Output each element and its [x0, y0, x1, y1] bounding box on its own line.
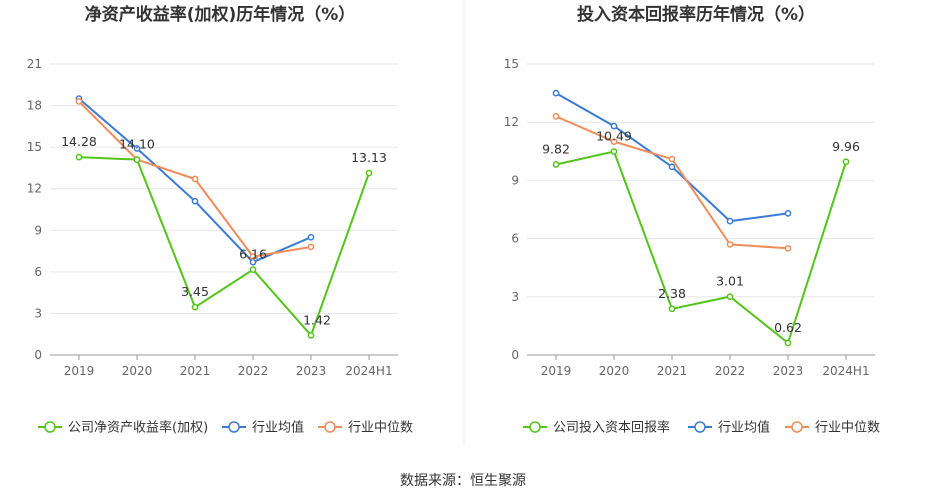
data-point	[307, 233, 315, 241]
data-label: 14.10	[119, 137, 155, 152]
x-tick-label: 2019	[64, 364, 95, 378]
data-point	[249, 253, 257, 260]
x-tick-label: 2019	[541, 364, 572, 378]
data-point	[191, 175, 199, 183]
data-point	[784, 210, 792, 217]
data-point	[610, 148, 618, 155]
series-line	[78, 156, 370, 338]
y-tick-label: 12	[504, 115, 519, 129]
x-tick-label: 2020	[122, 364, 153, 378]
y-tick-label: 9	[511, 173, 519, 187]
data-label: 9.96	[832, 139, 860, 154]
data-label: 0.62	[774, 320, 802, 335]
chart-title: 净资产收益率(加权)历年情况（%）	[85, 4, 356, 25]
y-tick-label: 9	[34, 223, 42, 237]
data-point	[552, 113, 560, 120]
y-tick-label: 0	[511, 348, 519, 362]
y-tick-label: 18	[27, 99, 42, 113]
x-tick-label: 2022	[238, 364, 269, 378]
data-point	[726, 217, 734, 225]
series-line	[555, 115, 789, 250]
x-tick-label: 2020	[599, 364, 630, 378]
y-tick-label: 15	[504, 57, 519, 71]
data-point	[307, 243, 315, 251]
legend-marker	[694, 421, 706, 433]
data-point	[610, 122, 618, 130]
legend-label: 行业中位数	[348, 421, 413, 436]
data-label: 10.49	[596, 128, 632, 143]
y-tick-label: 12	[27, 182, 42, 196]
data-label: 3.45	[181, 284, 209, 299]
data-point	[610, 138, 618, 145]
data-label: 2.38	[658, 286, 686, 301]
legend-label: 公司净资产收益率(加权)	[68, 420, 208, 436]
y-tick-label: 3	[511, 290, 519, 304]
data-label: 13.13	[351, 150, 387, 165]
data-point	[191, 303, 199, 311]
x-tick-label: 2022	[715, 364, 746, 378]
legend-marker	[324, 421, 336, 433]
y-tick-label: 0	[34, 348, 42, 362]
legend-label: 行业均值	[718, 420, 770, 436]
legend-marker	[228, 421, 240, 433]
legend-marker	[529, 421, 541, 433]
legend-marker	[44, 421, 56, 433]
data-point	[307, 331, 315, 339]
data-point	[552, 161, 560, 168]
x-tick-label: 2023	[773, 364, 804, 378]
data-point	[191, 197, 199, 205]
y-tick-label: 15	[27, 140, 42, 154]
series-line	[555, 150, 847, 345]
legend-label: 行业均值	[252, 420, 304, 436]
data-point	[75, 153, 83, 161]
x-tick-label: 2021	[657, 364, 688, 378]
x-tick-label: 2024H1	[345, 364, 392, 378]
data-point	[75, 98, 83, 105]
data-point	[784, 244, 792, 252]
y-tick-label: 6	[511, 232, 519, 246]
y-tick-label: 3	[34, 306, 42, 320]
data-label: 3.01	[716, 274, 744, 289]
data-point	[133, 156, 141, 163]
data-point	[668, 163, 676, 171]
data-point	[842, 158, 850, 166]
y-tick-label: 6	[34, 265, 42, 279]
legend-label: 公司投入资本回报率	[553, 420, 670, 436]
legend-marker	[791, 421, 803, 433]
data-point	[726, 293, 734, 300]
data-point	[552, 89, 560, 97]
legend-label: 行业中位数	[815, 421, 880, 436]
data-source: 数据来源：恒生聚源	[400, 473, 526, 489]
charts-canvas: 净资产收益率(加权)历年情况（%） 0 3 6 9 12 15 18 21 2019 2020 202…	[27, 0, 880, 445]
data-label: 14.28	[61, 134, 97, 149]
data-point	[668, 305, 676, 313]
x-tick-label: 2021	[180, 364, 211, 378]
data-point	[365, 169, 373, 177]
data-label: 9.82	[542, 141, 570, 156]
data-label: 1.42	[303, 312, 331, 327]
data-point	[249, 266, 257, 273]
data-label: 6.16	[239, 247, 267, 262]
x-tick-label: 2024H1	[822, 364, 869, 378]
chart-title: 投入资本回报率历年情况（%）	[577, 4, 815, 25]
y-tick-label: 21	[27, 57, 42, 71]
data-point	[726, 241, 734, 248]
data-point	[133, 145, 141, 152]
data-point	[668, 155, 676, 163]
data-point	[784, 339, 792, 347]
x-tick-label: 2023	[296, 364, 327, 378]
